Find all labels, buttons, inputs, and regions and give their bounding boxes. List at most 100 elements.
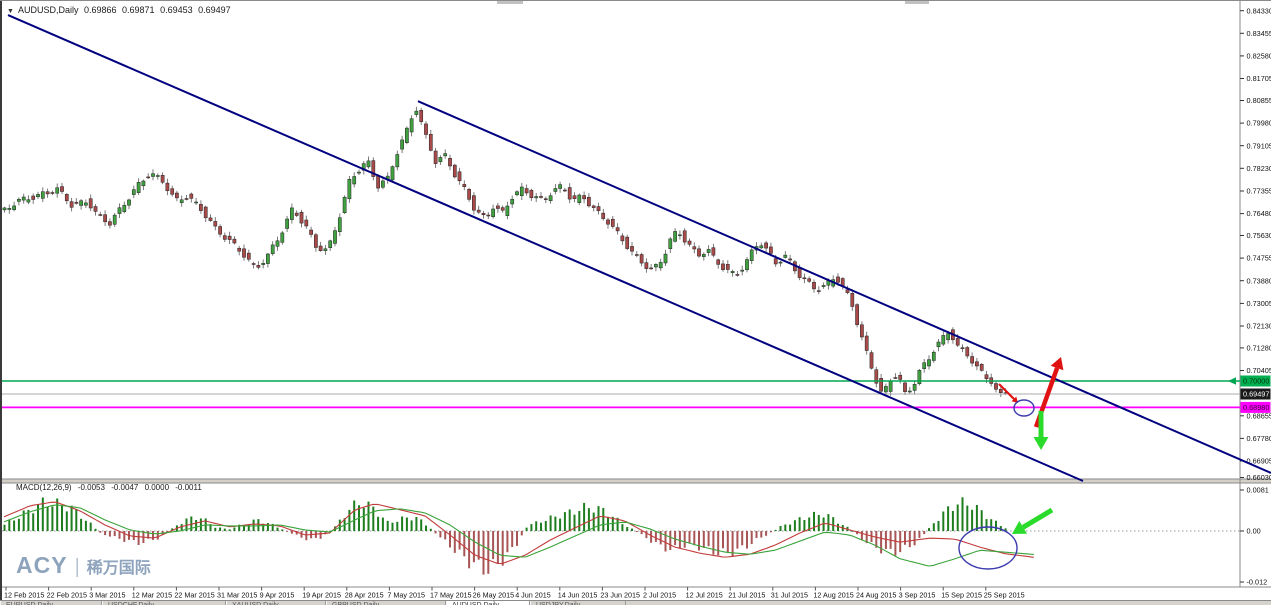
macd-histogram-bar [578, 511, 581, 531]
macd-histogram-bar [324, 531, 327, 535]
macd-histogram-bar [995, 520, 997, 531]
chart-tab-usdchf-daily[interactable]: USDCHF,Daily [102, 601, 226, 605]
bear-candle [788, 258, 792, 261]
chart-tab-xauusd-daily[interactable]: XAUUSD,Daily [226, 601, 326, 605]
chart-tab-gbpusd-daily[interactable]: GBPUSD,Daily [326, 601, 446, 605]
channel-upper-trendline[interactable] [417, 100, 1271, 474]
chart-tab-audusd-daily[interactable]: AUDUSD,Daily [446, 601, 530, 605]
bear-candle [452, 164, 457, 178]
macd-histogram-bar [722, 531, 724, 549]
chart-objects-layer[interactable] [2, 14, 1271, 482]
price-axis-label: 0.83455 [1247, 29, 1271, 38]
macd-histogram-bar [152, 531, 154, 540]
bear-candle [850, 293, 855, 307]
bear-candle [64, 194, 69, 202]
macd-histogram-bar [568, 509, 571, 531]
macd-histogram-bar [860, 531, 863, 541]
broker-logo: ACY | 稀万国际 [16, 552, 151, 579]
small-red-arrow[interactable] [998, 383, 1015, 400]
macd-histogram-bar [884, 531, 887, 549]
chart-tab-eurusd-daily[interactable]: EURUSD,Daily [0, 601, 102, 605]
bear-candle [596, 206, 601, 212]
candles-layer [2, 106, 1008, 397]
macd-histogram-bar [233, 527, 236, 531]
macd-histogram-bar [678, 531, 681, 549]
macd-histogram-bar [185, 518, 188, 531]
annotations-layer[interactable] [958, 357, 1064, 570]
symbol-dropdown-icon[interactable]: ▼ [7, 8, 14, 15]
macd-histogram-bar [496, 531, 499, 564]
bear-candle [294, 212, 299, 216]
macd-histogram-bar [180, 524, 183, 531]
chart-tab-usdjpy-daily[interactable]: USDJPY,Daily [530, 601, 626, 605]
channel-lower-trendline[interactable] [7, 14, 1084, 482]
bull-candle [821, 285, 826, 287]
macd-histogram-bar [61, 505, 63, 531]
bear-candle [563, 189, 567, 192]
macd-histogram-bar [458, 531, 461, 550]
macd-histogram-bar [937, 521, 940, 531]
macd-histogram-bar [693, 531, 696, 546]
date-label: 19 Apr 2015 [302, 591, 341, 600]
bear-candle [424, 123, 428, 135]
macd-histogram-bar [928, 528, 930, 531]
date-label: 22 Mar 2015 [174, 591, 214, 600]
bear-candle [251, 263, 256, 265]
price-axis-label: 0.66030 [1247, 473, 1271, 482]
macd-green-arrow[interactable] [1021, 507, 1054, 530]
bear-candle [103, 214, 107, 223]
macd-histogram-bar [290, 531, 293, 534]
bull-candle [285, 218, 289, 229]
price-breakout-ellipse[interactable] [1013, 399, 1035, 417]
macd-histogram-bar [444, 531, 447, 540]
macd-cross-ellipse[interactable] [958, 526, 1018, 570]
bear-candle [74, 201, 79, 204]
macd-histogram-bar [271, 523, 274, 531]
bear-candle [975, 361, 979, 367]
macd-histogram-bar [381, 517, 384, 531]
date-label: 9 Apr 2015 [260, 591, 295, 600]
bear-candle [419, 110, 424, 122]
macd-histogram-bar [209, 524, 212, 531]
bear-candle [634, 254, 639, 256]
macd-histogram-bar [195, 520, 198, 531]
bear-candle [567, 187, 572, 200]
bull-candle [261, 263, 266, 265]
bear-candle [222, 235, 227, 240]
macd-histogram-bar [252, 519, 255, 531]
macd-histogram-bar [717, 531, 720, 556]
bear-candle [184, 198, 189, 200]
macd-histogram-bar [540, 522, 542, 531]
panel-separator[interactable] [0, 479, 1271, 483]
bear-candle [893, 377, 898, 379]
logo-acy-text: ACY [16, 552, 68, 578]
bear-candle [572, 195, 577, 199]
chart-header: ▼ AUDUSD,Daily 0.69866 0.69871 0.69453 0.… [7, 5, 234, 15]
macd-histogram-bar [698, 531, 700, 551]
bear-candle [711, 247, 716, 256]
bear-candle [979, 364, 984, 371]
macd-axis-label: -0.012 [1247, 578, 1268, 587]
bear-candle [816, 290, 821, 292]
price-axis-label: 0.79980 [1247, 119, 1271, 128]
date-label: 12 Mar 2015 [132, 591, 172, 600]
macd-histogram-bar [46, 506, 49, 531]
logo-divider: | [74, 556, 80, 578]
macd-value-2: -0.0047 [111, 483, 139, 492]
macd-histogram-bar [980, 510, 983, 531]
macd-histogram-bar [746, 531, 748, 549]
macd-histogram-bar [56, 498, 59, 531]
macd-histogram-bar [171, 528, 174, 531]
bull-candle [323, 248, 328, 251]
macd-histogram-bar [803, 520, 806, 531]
price-axis-label: 0.73880 [1247, 276, 1271, 285]
bull-candle [357, 171, 361, 174]
macd-histogram-bar [108, 531, 111, 537]
macd-histogram-bar [420, 519, 423, 531]
macd-histogram-bar [13, 520, 16, 531]
bull-candle [275, 240, 280, 247]
macd-histogram-bar [104, 531, 107, 536]
date-label: 31 Mar 2015 [217, 591, 257, 600]
bull-candle [136, 182, 141, 193]
